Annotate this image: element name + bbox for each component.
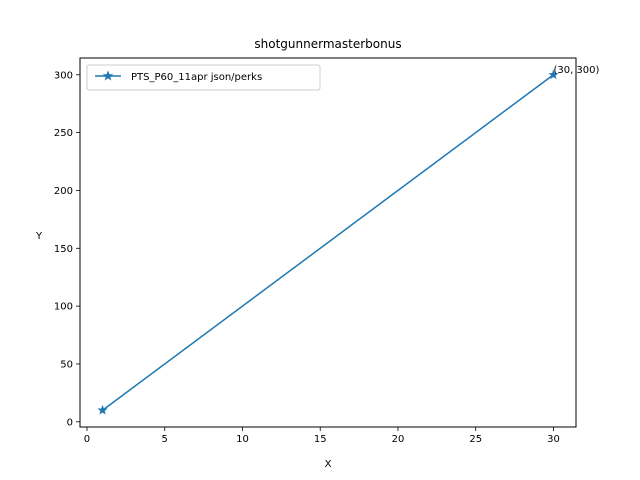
x-axis-label: X <box>325 459 332 470</box>
y-tick-label: 250 <box>54 128 73 139</box>
plot-frame <box>79 57 577 428</box>
y-tick-label: 100 <box>54 302 73 313</box>
y-axis-ticks: 0 50 100 150 200 250 300 <box>54 70 80 428</box>
x-tick-label: 10 <box>236 434 249 445</box>
x-tick-label: 20 <box>392 434 405 445</box>
x-tick-label: 0 <box>84 434 90 445</box>
legend: PTS_P60_11apr json/perks <box>86 64 321 91</box>
data-point-marker <box>548 69 559 80</box>
y-axis-label: Y <box>35 231 43 242</box>
x-tick-label: 5 <box>162 434 168 445</box>
chart-title: shotgunnermasterbonus <box>254 37 401 51</box>
legend-marker-star <box>102 70 114 81</box>
y-tick-label: 50 <box>60 359 73 370</box>
point-annotation: (30, 300) <box>553 65 599 76</box>
x-tick-label: 15 <box>314 434 327 445</box>
y-tick-label: 200 <box>54 186 73 197</box>
x-tick-label: 25 <box>469 434 482 445</box>
y-tick-label: 0 <box>67 417 73 428</box>
data-point-marker <box>97 404 108 415</box>
x-axis-ticks: 0 5 10 15 20 25 30 <box>84 427 560 445</box>
series-layer <box>97 69 559 415</box>
legend-box <box>86 64 321 91</box>
annotations-layer: (30, 300) <box>553 65 599 76</box>
y-tick-label: 300 <box>54 70 73 81</box>
series-line <box>102 74 554 411</box>
y-tick-label: 150 <box>54 244 73 255</box>
x-tick-label: 30 <box>547 434 560 445</box>
legend-entry-label: PTS_P60_11apr json/perks <box>131 72 262 83</box>
